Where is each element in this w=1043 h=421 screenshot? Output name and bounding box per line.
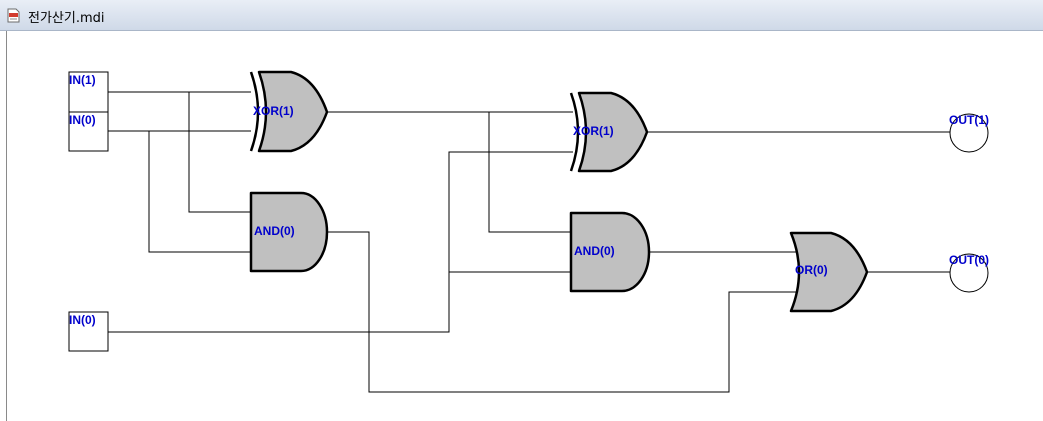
output-label: OUT(0) <box>949 253 989 267</box>
title-bar[interactable]: 전가산기.mdi <box>0 0 1043 31</box>
or-gate[interactable]: OR(0) <box>789 231 869 313</box>
input-label: IN(0) <box>69 313 96 327</box>
input-in-a[interactable]: IN(1) <box>68 71 109 113</box>
window-title: 전가산기.mdi <box>28 11 105 26</box>
input-in-b[interactable]: IN(0) <box>68 111 109 152</box>
gate-label: AND(0) <box>574 244 615 258</box>
input-label: IN(0) <box>69 113 96 127</box>
doc-icon <box>7 8 20 23</box>
output-label: OUT(1) <box>949 113 989 127</box>
gate-label: AND(0) <box>254 224 295 238</box>
and-gate-1[interactable]: AND(0) <box>249 191 329 273</box>
output-carry[interactable]: OUT(0) <box>949 253 989 293</box>
circuit-diagram: IN(1) IN(0) IN(0) XOR(1) AND(0) <box>68 70 989 393</box>
wire-ina-and1 <box>188 92 251 213</box>
gate-label: XOR(1) <box>253 104 294 118</box>
wire-and1-or <box>327 231 797 393</box>
and-gate-2[interactable]: AND(0) <box>569 211 651 293</box>
wires <box>108 91 951 393</box>
diagram-canvas[interactable]: IN(1) IN(0) IN(0) XOR(1) AND(0) <box>6 31 1043 421</box>
wire-inc-xor2 <box>108 151 573 333</box>
output-sum[interactable]: OUT(1) <box>949 113 989 153</box>
xor-gate-2[interactable]: XOR(1) <box>569 91 649 173</box>
gate-label: XOR(1) <box>573 124 614 138</box>
wire-inb-and1 <box>148 131 251 253</box>
gate-label: OR(0) <box>795 263 828 277</box>
wire-xor1-and2 <box>488 112 573 233</box>
xor-gate-1[interactable]: XOR(1) <box>249 70 329 153</box>
input-label: IN(1) <box>69 73 96 87</box>
input-in-c[interactable]: IN(0) <box>68 311 109 352</box>
